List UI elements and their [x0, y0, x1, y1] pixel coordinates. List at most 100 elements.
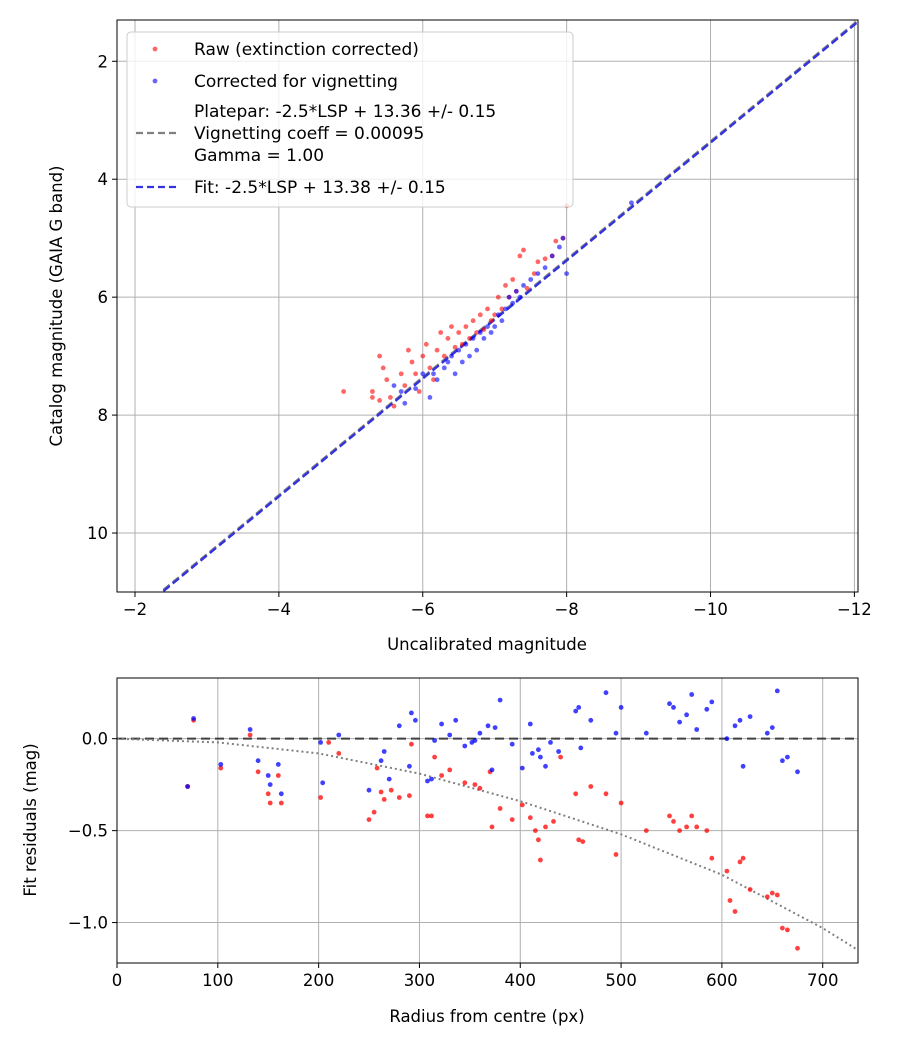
legend-fit-label: Fit: -2.5*LSP + 13.38 +/- 0.15	[194, 178, 446, 198]
raw-point	[439, 773, 444, 778]
corrected-point	[434, 377, 440, 383]
corrected-point	[785, 754, 790, 760]
raw-point	[535, 259, 541, 265]
corrected-point	[318, 740, 323, 745]
top-x-ticks: −2 −4 −6 −8 −10 −12	[123, 592, 872, 619]
corrected-point	[704, 706, 710, 712]
raw-point	[247, 732, 253, 738]
raw-point	[618, 800, 624, 806]
corrected-point	[432, 738, 437, 743]
raw-point	[318, 795, 323, 800]
corrected-point	[769, 725, 775, 730]
x-tick-label: −2	[123, 600, 147, 619]
raw-point	[769, 890, 775, 896]
legend-corrected-label: Corrected for vignetting	[194, 72, 398, 92]
raw-point	[452, 344, 458, 350]
corrected-point	[740, 763, 746, 769]
raw-point	[533, 828, 538, 833]
raw-point	[416, 389, 422, 394]
raw-point	[218, 765, 224, 771]
raw-point	[553, 238, 559, 244]
raw-point	[704, 828, 710, 833]
raw-point	[456, 330, 462, 335]
corrected-point	[463, 341, 469, 347]
corrected-point	[528, 277, 534, 282]
raw-point	[613, 852, 619, 857]
raw-point	[267, 800, 273, 806]
corrected-point	[425, 778, 430, 784]
x-tick-label: −8	[554, 600, 578, 619]
raw-point	[447, 767, 453, 773]
corrected-point	[255, 758, 261, 764]
raw-point	[489, 824, 495, 830]
corrected-point	[439, 721, 444, 727]
y-tick-label: 6	[98, 288, 109, 307]
raw-point	[509, 817, 515, 822]
corrected-point	[481, 336, 487, 341]
raw-point	[398, 371, 404, 377]
corrected-point	[764, 730, 770, 736]
corrected-point	[543, 763, 548, 769]
corrected-point	[506, 294, 512, 300]
corrected-point	[398, 389, 404, 394]
corrected-point	[459, 359, 465, 365]
raw-point	[785, 927, 790, 933]
raw-point	[724, 868, 730, 874]
corrected-point	[470, 336, 476, 341]
raw-point	[485, 306, 490, 312]
corrected-point	[694, 727, 700, 732]
corrected-point	[413, 386, 418, 391]
corrected-point	[510, 300, 516, 306]
corrected-point	[588, 717, 594, 723]
x-tick-label: −4	[267, 600, 291, 619]
raw-point	[388, 395, 393, 400]
raw-point	[377, 353, 382, 359]
bottom-residuals-panel: 0 100 200 300 400 500 600 700 0.0 −0.5 −1.0 Radiu…	[21, 677, 859, 1026]
raw-point	[481, 327, 487, 332]
corrected-point	[278, 791, 284, 797]
corrected-point	[386, 776, 392, 782]
corrected-point	[538, 754, 543, 760]
raw-point	[576, 837, 582, 843]
raw-point	[588, 784, 594, 789]
x-tick-label: 100	[202, 971, 234, 990]
raw-point	[429, 813, 434, 819]
corrected-point	[447, 732, 453, 738]
y-tick-label: −1.0	[68, 914, 108, 933]
raw-point	[326, 740, 332, 745]
x-tick-label: 500	[605, 971, 637, 990]
raw-point	[278, 800, 284, 806]
raw-point	[527, 815, 533, 821]
top-axes-frame	[116, 19, 859, 593]
raw-point	[402, 383, 408, 388]
raw-point	[732, 909, 738, 914]
corrected-point	[472, 738, 478, 743]
bottom-data-points	[185, 688, 800, 951]
corrected-point	[503, 306, 508, 312]
raw-point	[521, 247, 526, 253]
corrected-point	[724, 736, 730, 742]
vignetting-model-curve	[117, 737, 858, 951]
top-x-axis-label: Uncalibrated magnitude	[387, 635, 587, 654]
corrected-point	[391, 383, 397, 388]
y-tick-label: −0.5	[68, 822, 108, 841]
legend-raw-marker	[152, 46, 158, 52]
raw-point	[727, 898, 733, 903]
raw-point	[740, 855, 746, 861]
raw-point	[370, 389, 375, 394]
corrected-point	[378, 758, 384, 764]
raw-point	[409, 741, 414, 747]
corrected-point	[737, 717, 743, 723]
y-tick-label: 0.0	[82, 730, 108, 749]
corrected-point	[548, 740, 553, 745]
raw-point	[341, 389, 346, 394]
raw-point	[477, 785, 483, 791]
top-scatter-panel: −2 −4 −6 −8 −10 −12 2 4 6 8 10 Uncalibrated magni…	[47, 19, 872, 654]
legend-platepar-line3: Gamma = 1.00	[194, 146, 324, 166]
legend-box	[126, 31, 574, 208]
corrected-point	[732, 723, 738, 729]
raw-point	[497, 806, 503, 811]
raw-point	[536, 837, 541, 843]
raw-point	[499, 306, 505, 312]
raw-point	[366, 817, 372, 822]
